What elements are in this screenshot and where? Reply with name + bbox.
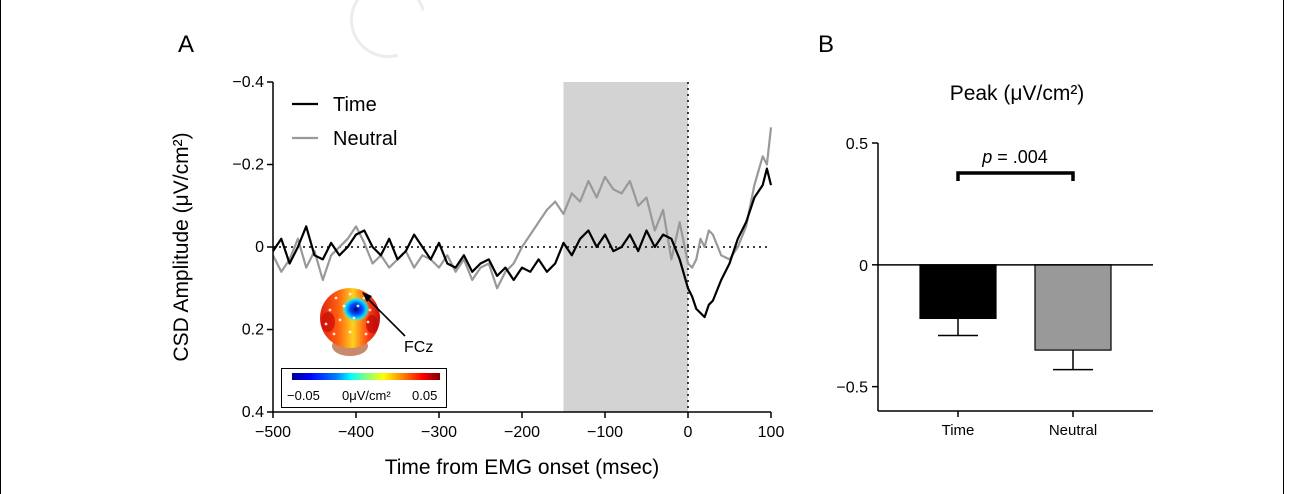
significance-annotation: p = .004 [956,147,1075,181]
legend: Time Neutral [292,94,397,150]
scalp-map [320,288,380,356]
y-tick-label: 0.4 [242,404,264,421]
x-tick-label: 100 [758,424,785,441]
panel-label-a: A [178,31,194,58]
y-tick-label: 0.2 [242,322,264,339]
x-tick-label: −300 [421,424,457,441]
x-tick-label: −200 [504,424,540,441]
series-line-time [272,167,773,319]
x-tick-label: −100 [587,424,623,441]
significance-bracket [956,171,1075,181]
chart-title: Peak (μV/cm²) [950,82,1085,105]
x-axis-label: Time from EMG onset (msec) [385,456,660,479]
series-line-neutral [272,127,773,290]
y-tick-label: −0.5 [836,380,868,397]
p-value-label: p = .004 [981,147,1048,167]
y-tick-label: −0.4 [232,74,264,91]
y-tick-label: 0 [859,258,868,275]
colorbar-max-label: 0.05 [412,388,438,403]
colorbar-legend: −0.05 0μV/cm² 0.05 [281,368,447,408]
electrode-label: FCz [404,339,434,356]
panel-label-b: B [818,31,834,58]
x-tick-label: −500 [255,424,291,441]
bar-time [919,264,997,320]
legend-label-neutral: Neutral [333,128,397,150]
x-tick-label-neutral: Neutral [1049,422,1097,439]
y-tick-label: 0.5 [846,136,868,153]
x-tick-label-time: Time [942,422,975,439]
x-tick-label: 0 [684,424,693,441]
colorbar-unit-label: 0μV/cm² [342,388,391,403]
x-tick-label: −400 [338,424,374,441]
y-tick-label: −0.2 [232,157,264,174]
legend-label-time: Time [333,94,377,116]
y-tick-label: 0 [255,239,264,256]
bar-neutral [1034,264,1112,351]
colorbar-gradient [292,373,440,380]
p-symbol: p [981,147,992,167]
topomap-inset: −0.05 0μV/cm² 0.05 [281,284,449,408]
p-value: = .004 [992,147,1048,167]
colorbar-min-label: −0.05 [287,388,320,403]
line-chart: −500 −400 −300 −200 −100 0 100−0.4−0.200.20.4 … [170,74,784,479]
shaded-window [563,82,688,412]
y-axis-label: CSD Amplitude (μV/cm²) [170,132,193,361]
bar-chart: Peak (μV/cm²) Time Neutral 0.5 0 −0.5 p = .… [836,82,1153,439]
